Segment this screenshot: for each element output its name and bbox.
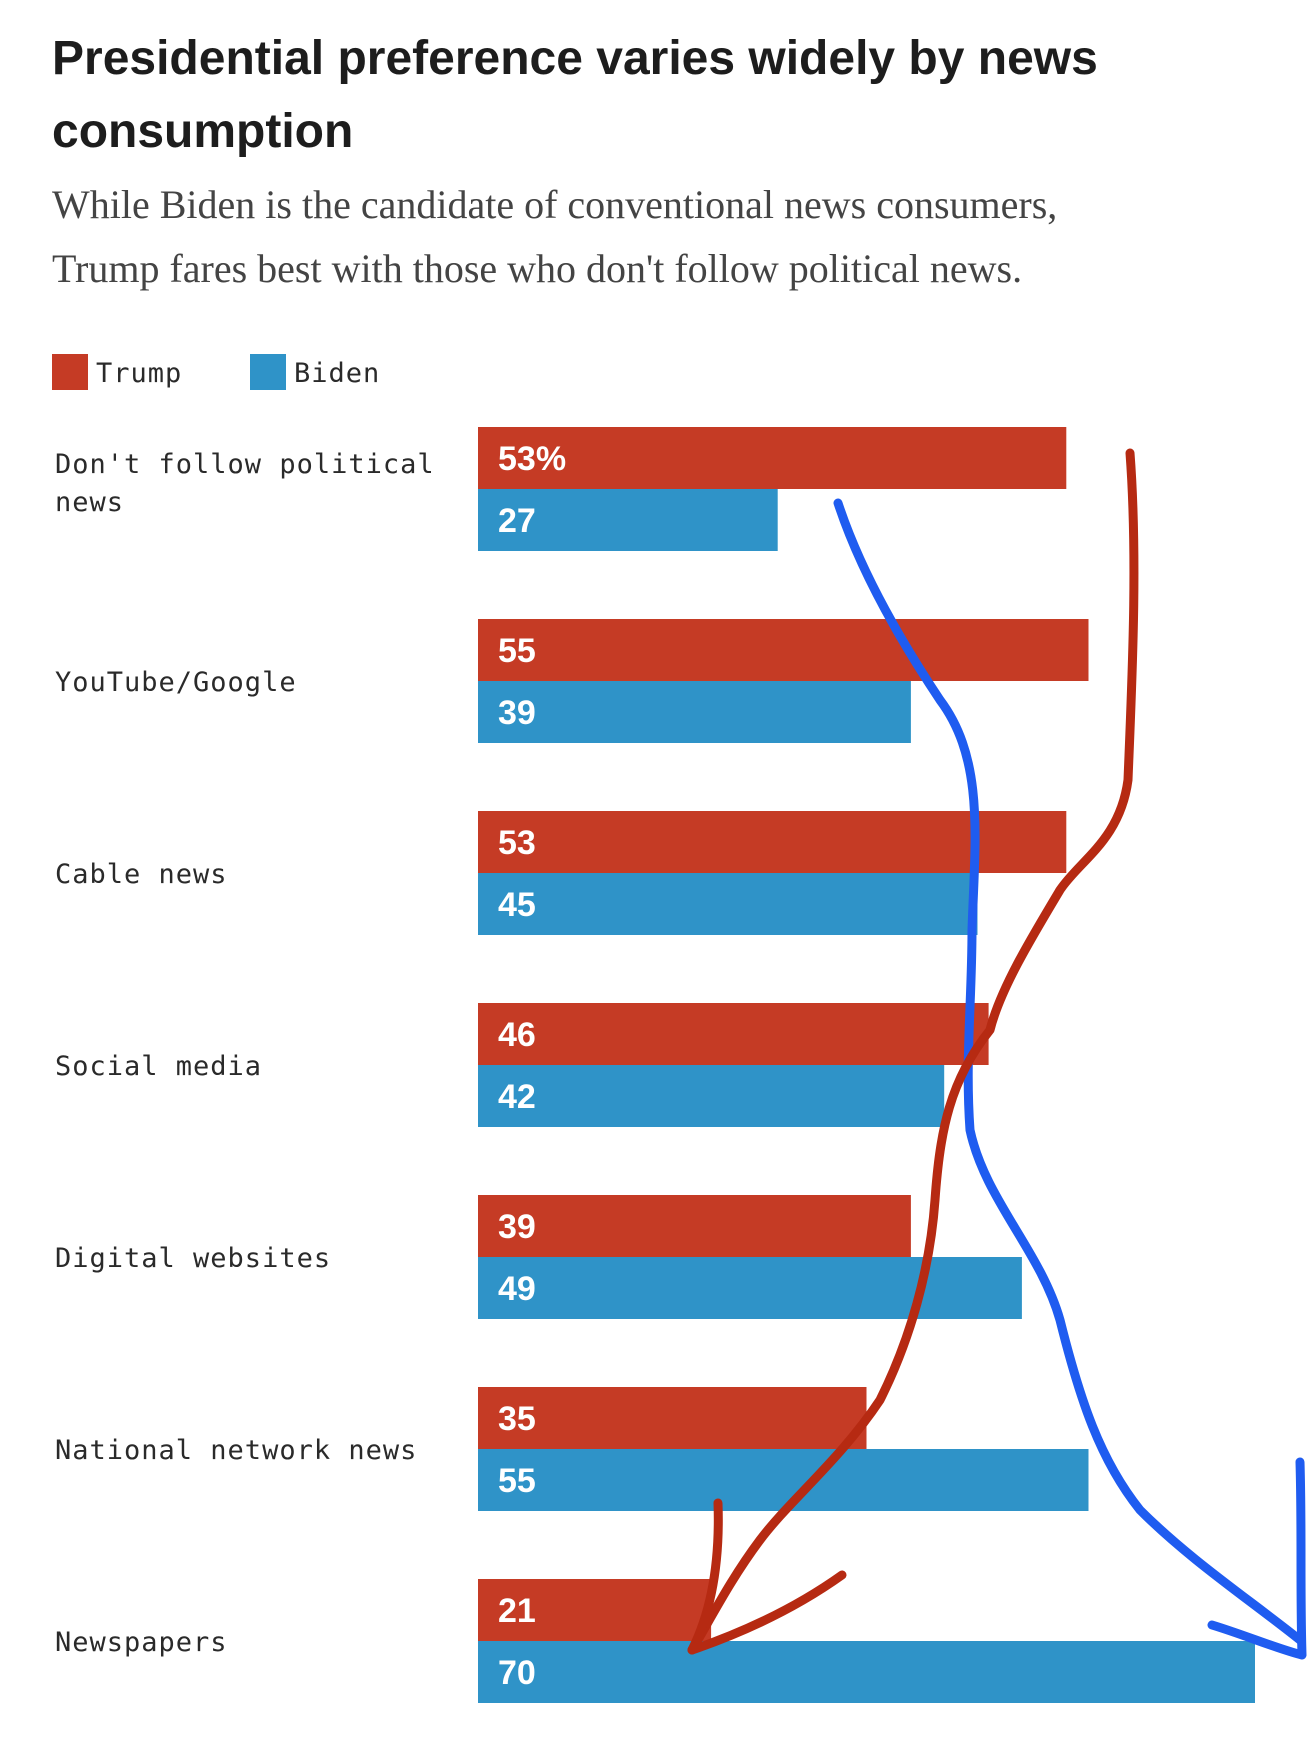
chart-title-line-2: consumption [52, 105, 353, 158]
bar-trump-youtube-google [478, 619, 1089, 681]
trump-arrowhead [687, 1498, 847, 1655]
value-label-trump-digital-websites: 39 [498, 1208, 536, 1246]
biden-arrowhead [1207, 1457, 1307, 1660]
trump-trend-arrow [687, 448, 1139, 1655]
plot-area: Don't follow political news 53% 27 YouTube/G… [55, 427, 1255, 1703]
legend: Trump Biden [52, 354, 380, 390]
biden-trend-arrow [833, 498, 1305, 1645]
value-label-trump-don-t-follow-political-news: 53% [498, 440, 566, 478]
bar-trump-cable-news [478, 811, 1067, 873]
category-label-national-network-news: National network news [55, 1435, 417, 1466]
bar-group-don-t-follow-political-news: Don't follow political news 53% 27 [55, 427, 1067, 551]
bar-group-youtube-google: YouTube/Google 55 39 [55, 619, 1089, 743]
category-label-newspapers: Newspapers [55, 1627, 228, 1658]
value-label-biden-cable-news: 45 [498, 886, 536, 924]
value-label-trump-social-media: 46 [498, 1016, 536, 1054]
category-label-social-media: Social media [55, 1051, 262, 1082]
chart-header: Presidential preference varies widely by… [52, 32, 1098, 291]
value-label-biden-social-media: 42 [498, 1078, 536, 1116]
value-label-biden-don-t-follow-political-news: 27 [498, 502, 536, 540]
category-label-don-t-follow-political-news-line-2: news [55, 487, 124, 518]
legend-label-biden: Biden [294, 358, 380, 389]
hand-drawn-annotations [687, 448, 1307, 1660]
category-label-cable-news: Cable news [55, 859, 228, 890]
legend-swatch-trump [52, 354, 88, 390]
bar-trump-digital-websites [478, 1195, 911, 1257]
bar-biden-digital-websites [478, 1257, 1022, 1319]
bar-group-national-network-news: National network news 35 55 [55, 1387, 1089, 1511]
category-label-don-t-follow-political-news-line-1: Don't follow political [55, 449, 435, 480]
bar-biden-national-network-news [478, 1449, 1089, 1511]
bar-biden-newspapers [478, 1641, 1255, 1703]
legend-label-trump: Trump [96, 358, 182, 389]
category-label-digital-websites: Digital websites [55, 1243, 331, 1274]
bar-biden-don-t-follow-political-news [478, 489, 778, 551]
value-label-biden-digital-websites: 49 [498, 1270, 536, 1308]
chart-subtitle-line-1: While Biden is the candidate of conventi… [52, 182, 1057, 227]
bar-trump-national-network-news [478, 1387, 867, 1449]
bar-trump-newspapers [478, 1579, 712, 1641]
bar-biden-social-media [478, 1065, 945, 1127]
chart-subtitle-line-2: Trump fares best with those who don't fo… [52, 246, 1022, 291]
bar-biden-cable-news [478, 873, 978, 935]
value-label-biden-national-network-news: 55 [498, 1462, 536, 1500]
bar-group-cable-news: Cable news 53 45 [55, 811, 1067, 935]
value-label-biden-youtube-google: 39 [498, 694, 536, 732]
bar-biden-youtube-google [478, 681, 911, 743]
value-label-trump-cable-news: 53 [498, 824, 536, 862]
value-label-trump-national-network-news: 35 [498, 1400, 536, 1438]
chart-title-line-1: Presidential preference varies widely by… [52, 32, 1098, 85]
bar-group-newspapers: Newspapers 21 70 [55, 1579, 1255, 1703]
bar-group-digital-websites: Digital websites 39 49 [55, 1195, 1022, 1319]
bar-trump-social-media [478, 1003, 989, 1065]
category-label-youtube-google: YouTube/Google [55, 667, 297, 698]
bar-group-social-media: Social media 46 42 [55, 1003, 989, 1127]
bar-trump-don-t-follow-political-news [478, 427, 1067, 489]
legend-swatch-biden [250, 354, 286, 390]
value-label-trump-newspapers: 21 [498, 1592, 536, 1630]
value-label-trump-youtube-google: 55 [498, 632, 536, 670]
value-label-biden-newspapers: 70 [498, 1654, 536, 1692]
